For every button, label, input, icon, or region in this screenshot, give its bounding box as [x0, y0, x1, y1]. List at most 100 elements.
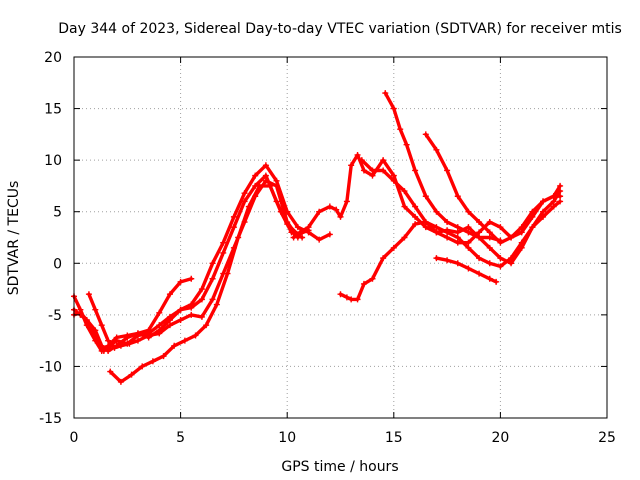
data-point: [262, 162, 269, 169]
data-point: [98, 322, 105, 329]
grid-layer: [74, 57, 607, 418]
data-point: [149, 358, 156, 365]
y-axis-label: SDTVAR / TECUs: [6, 181, 22, 296]
data-point: [139, 363, 146, 370]
data-point: [198, 286, 205, 293]
data-point: [337, 291, 344, 298]
data-point: [181, 337, 188, 344]
data-point: [465, 244, 472, 251]
data-point: [145, 332, 152, 339]
series-line: [72, 277, 194, 353]
data-point: [156, 330, 163, 337]
data-point: [134, 337, 141, 344]
data-point: [444, 219, 451, 226]
data-point: [518, 229, 525, 236]
data-point: [529, 224, 536, 231]
data-point: [209, 275, 216, 282]
x-tick-label: 5: [176, 430, 185, 446]
data-point: [256, 182, 263, 189]
data-point: [476, 229, 483, 236]
data-point: [529, 208, 536, 215]
data-point: [493, 278, 500, 285]
data-point: [412, 167, 419, 174]
data-point: [126, 340, 133, 347]
data-point: [465, 265, 472, 272]
data-point: [497, 239, 504, 246]
data-point: [380, 255, 387, 262]
x-tick-label: 10: [278, 430, 296, 446]
data-point: [465, 239, 472, 246]
data-point: [117, 378, 124, 385]
data-point: [540, 208, 547, 215]
data-point: [540, 213, 547, 220]
data-point: [422, 193, 429, 200]
data-point: [403, 141, 410, 148]
data-point: [245, 203, 252, 210]
data-point: [360, 167, 367, 174]
data-point: [486, 244, 493, 251]
data-point: [476, 219, 483, 226]
data-point: [497, 224, 504, 231]
data-point: [369, 167, 376, 174]
y-tick-label: 20: [44, 50, 62, 66]
data-point: [224, 270, 231, 277]
data-point: [177, 306, 184, 313]
data-point: [486, 229, 493, 236]
x-tick-label: 15: [385, 430, 403, 446]
x-axis-label: GPS time / hours: [281, 459, 398, 475]
data-point: [454, 239, 461, 246]
data-point: [290, 234, 297, 241]
data-point: [188, 311, 195, 318]
data-point: [343, 294, 350, 301]
series-arc-6: [290, 151, 564, 267]
data-point: [433, 224, 440, 231]
data-point: [497, 255, 504, 262]
data-point: [83, 322, 90, 329]
series-line: [87, 179, 300, 350]
data-point: [557, 182, 564, 189]
data-point: [92, 327, 99, 334]
data-point: [422, 224, 429, 231]
data-point: [444, 229, 451, 236]
data-point: [326, 231, 333, 238]
data-point: [105, 347, 112, 354]
data-point: [105, 342, 112, 349]
data-point: [486, 275, 493, 282]
data-point: [156, 309, 163, 316]
data-point: [288, 229, 295, 236]
data-point: [476, 234, 483, 241]
data-point: [390, 172, 397, 179]
data-point: [105, 337, 112, 344]
data-point: [433, 208, 440, 215]
data-point: [296, 229, 303, 236]
data-point: [465, 208, 472, 215]
data-point: [540, 198, 547, 205]
series-arc-10: [422, 131, 564, 246]
data-point: [209, 296, 216, 303]
data-point: [230, 224, 237, 231]
series-arc-3: [71, 275, 195, 354]
data-point: [401, 203, 408, 210]
data-point: [476, 270, 483, 277]
data-point: [360, 280, 367, 287]
data-point: [401, 234, 408, 241]
data-point: [390, 177, 397, 184]
data-point: [241, 198, 248, 205]
series-line: [338, 199, 562, 302]
data-point: [241, 190, 248, 197]
series-arc-5: [107, 182, 306, 385]
data-point: [198, 296, 205, 303]
y-tick-label: 0: [53, 256, 62, 272]
series-line: [424, 132, 562, 245]
data-point: [177, 278, 184, 285]
data-point: [358, 157, 365, 164]
data-point: [486, 260, 493, 267]
data-point: [486, 219, 493, 226]
data-point: [294, 224, 301, 231]
data-point: [401, 188, 408, 195]
y-tick-label: 10: [44, 153, 62, 169]
data-point: [382, 90, 389, 97]
series-line: [360, 158, 562, 245]
data-point: [235, 234, 242, 241]
